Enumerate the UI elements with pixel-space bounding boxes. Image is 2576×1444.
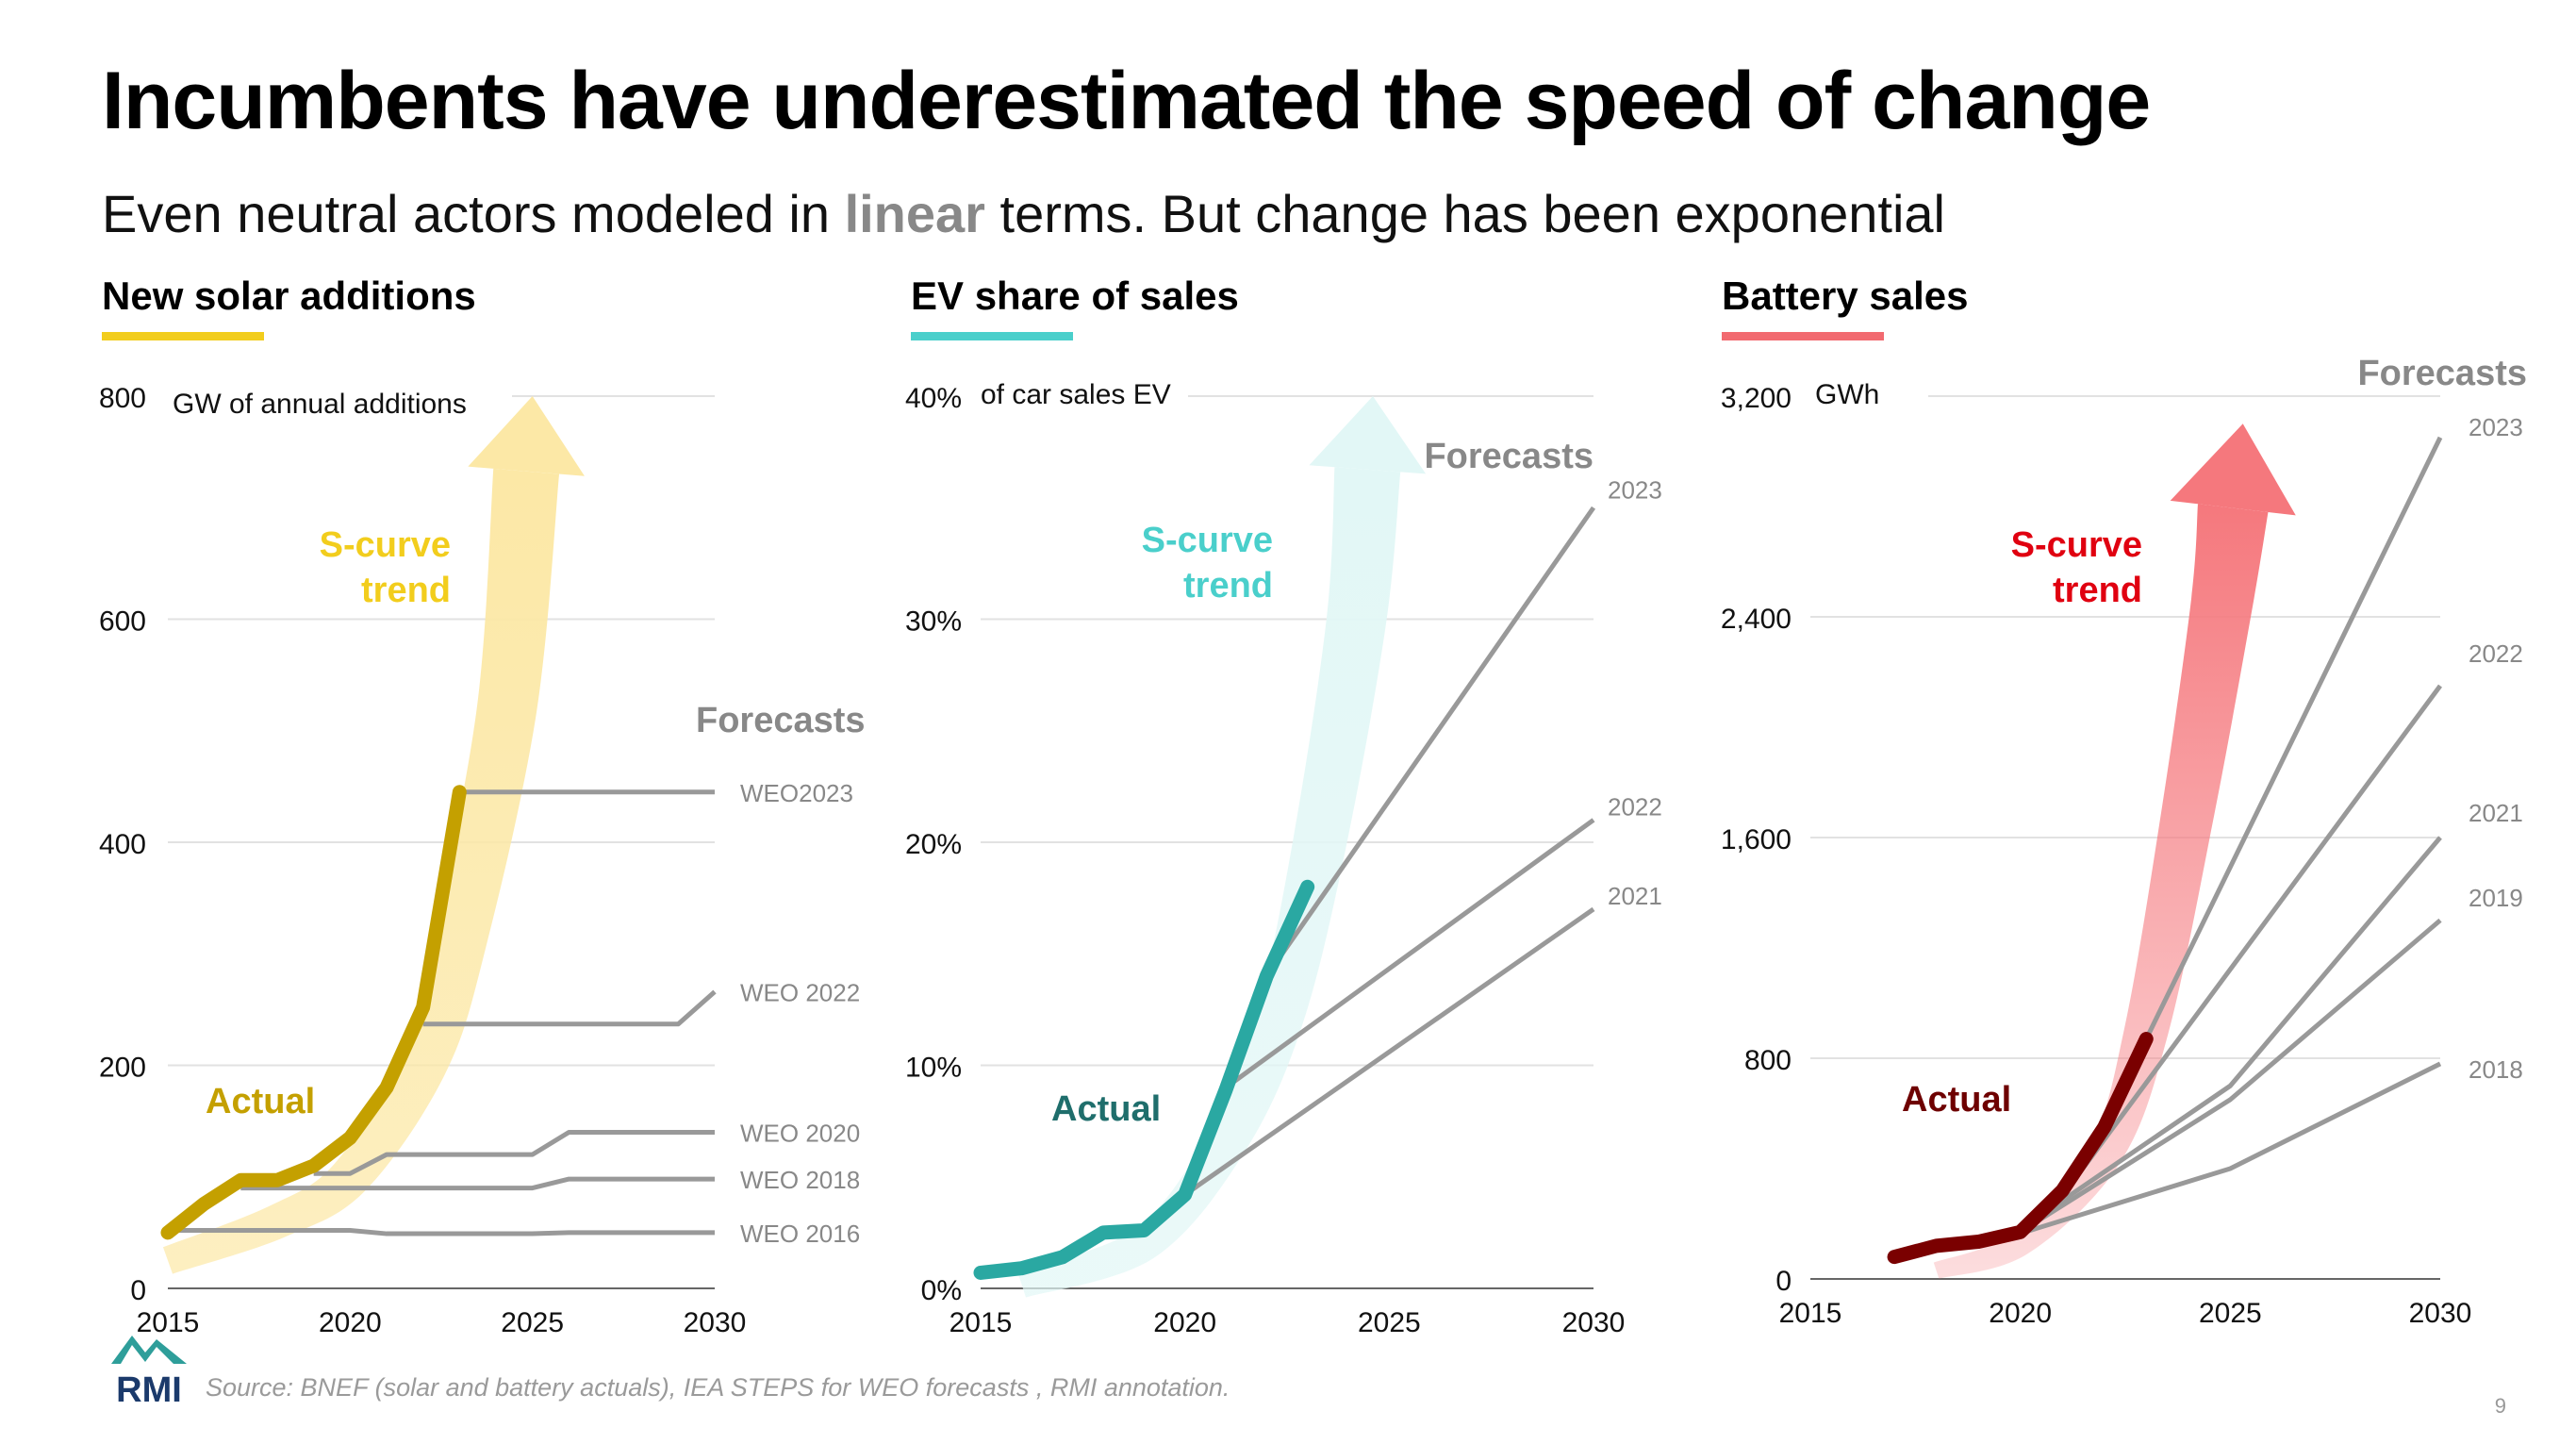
s-curve-arrow-body [162,468,560,1274]
actual-label: Actual [1051,1089,1161,1129]
x-tick-label: 2025 [1358,1307,1421,1338]
s-curve-label: S-curve [320,525,451,565]
forecast-label: 2019 [2469,884,2523,912]
x-tick-label: 2025 [501,1307,564,1338]
y-tick-label: 2,400 [1721,604,1792,635]
y-tick-label: 1,600 [1721,824,1792,855]
x-tick-label: 2015 [949,1307,1013,1338]
forecasts-label: Forecasts [696,701,866,740]
panel-title-ev: EV share of sales [911,274,1239,318]
forecast-label: 2018 [2469,1055,2523,1084]
forecast-line-weo-2018 [240,1176,715,1191]
s-curve-label: S-curve [1142,521,1273,560]
source-note: Source: BNEF (solar and battery actuals)… [206,1373,1230,1402]
forecast-line-2023 [2144,436,2443,1040]
y-tick-label: 40% [905,383,962,414]
y-tick-label: 3,200 [1721,383,1792,414]
x-tick-label: 2030 [1562,1307,1626,1338]
x-tick-label: 2030 [2409,1298,2472,1329]
forecast-line-2023 [1264,506,1596,978]
y-tick-label: 0 [130,1275,146,1306]
forecast-label: 2022 [2469,639,2523,668]
forecast-line-2019 [2019,918,2442,1235]
y-tick-label: 800 [99,383,146,414]
x-tick-label: 2020 [319,1307,382,1338]
forecast-label: 2022 [1608,792,1662,821]
unit-label: of car sales EV [981,379,1171,410]
s-curve-arrow-head [1309,396,1427,474]
x-tick-label: 2015 [137,1307,200,1338]
y-tick-label: 400 [99,829,146,860]
forecasts-label: Forecasts [1424,437,1593,476]
forecast-line-2021 [2019,836,2442,1232]
actual-label: Actual [206,1082,315,1121]
y-tick-label: 800 [1744,1045,1792,1076]
x-tick-label: 2020 [1989,1298,2052,1329]
subtitle-text-end: terms. But change has been exponential [984,184,1945,243]
page-number: 9 [2494,1394,2506,1418]
slide-title: Incumbents have underestimated the speed… [102,56,2151,146]
y-tick-label: 0% [921,1275,962,1306]
unit-label: GWh [1815,379,1879,410]
s-curve-arrow-body [1016,467,1401,1298]
forecast-label: WEO 2016 [740,1220,860,1248]
y-tick-label: 0 [1775,1266,1792,1297]
forecast-line-2018 [2019,1061,2442,1237]
x-tick-label: 2020 [1153,1307,1216,1338]
y-tick-label: 200 [99,1053,146,1084]
panel-accent-bar-solar [102,332,264,340]
forecast-line-2022 [2060,684,2443,1198]
forecast-label: 2023 [1608,475,1662,504]
forecast-line-weo-2016 [168,1228,715,1237]
forecast-line-2022 [1224,818,1595,1090]
s-curve-arrow-body [1933,504,2269,1279]
y-tick-label: 10% [905,1053,962,1084]
forecast-line-weo-2022 [422,989,717,1027]
panel-title-solar: New solar additions [102,274,476,318]
trend-label: trend [2053,571,2142,610]
slide-subtitle: Even neutral actors modeled in linear te… [102,183,1945,244]
y-tick-label: 600 [99,606,146,638]
trend-label: trend [1183,566,1273,606]
logo-text: RMI [116,1370,182,1405]
s-curve-label: S-curve [2011,525,2142,565]
trend-label: trend [361,571,451,610]
s-curve-arrow-head [468,396,585,476]
forecast-line-2021 [1183,906,1595,1197]
forecast-label: WEO2023 [740,779,853,807]
actual-line [973,879,1315,1280]
forecast-label: 2021 [2469,799,2523,827]
actual-line [160,785,467,1240]
y-tick-label: 20% [905,829,962,860]
forecast-label: WEO 2020 [740,1119,860,1147]
subtitle-text-start: Even neutral actors modeled in [102,184,845,243]
forecast-label: 2021 [1608,882,1662,910]
forecast-label: WEO 2022 [740,978,860,1006]
panel-accent-bar-ev [911,332,1073,340]
unit-label: GW of annual additions [173,389,467,420]
x-tick-label: 2015 [1779,1298,1842,1329]
actual-line [1887,1032,2154,1265]
forecast-line-weo-2020 [313,1129,715,1176]
rmi-logo: RMI [111,1336,187,1405]
x-tick-label: 2030 [684,1307,747,1338]
actual-label: Actual [1902,1080,2011,1120]
panel-accent-bar-battery [1722,332,1884,340]
x-tick-label: 2025 [2199,1298,2262,1329]
forecasts-label: Forecasts [2357,354,2527,393]
panel-title-battery: Battery sales [1722,274,1969,318]
s-curve-arrow-head [2170,423,2296,516]
y-tick-label: 30% [905,606,962,638]
forecast-label: 2023 [2469,413,2523,441]
subtitle-highlight: linear [844,184,985,243]
forecast-label: WEO 2018 [740,1166,860,1194]
